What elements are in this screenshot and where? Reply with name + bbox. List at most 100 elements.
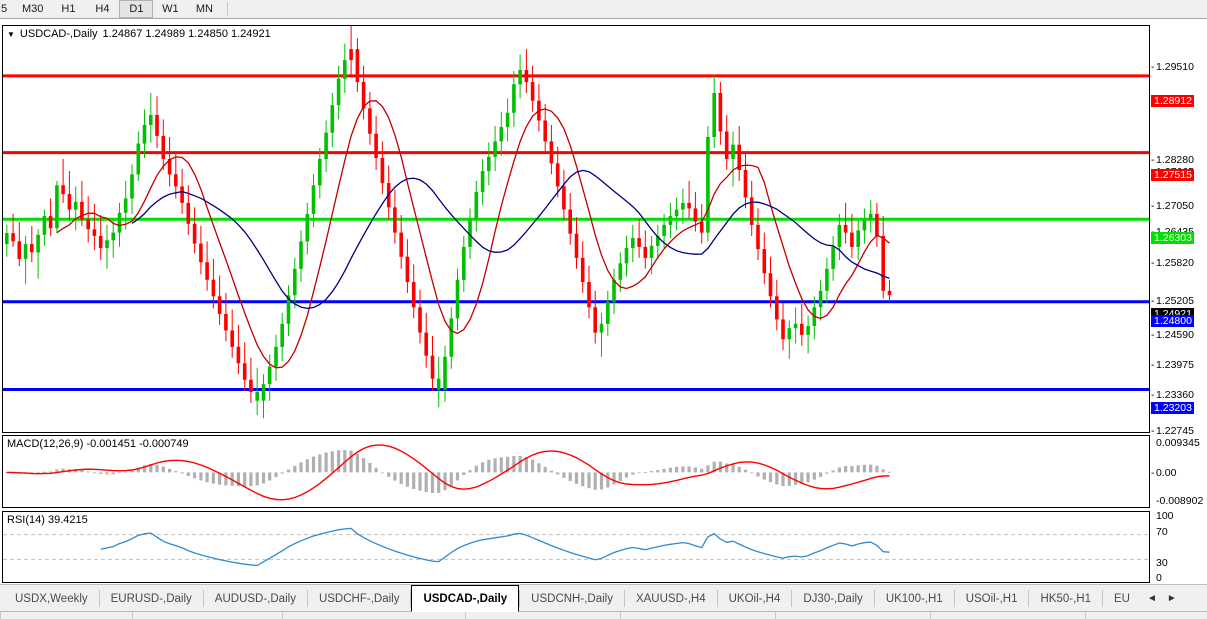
price-tick: -1.25205 <box>1151 296 1194 307</box>
price-level-tag[interactable]: 1.26303 <box>1151 232 1194 244</box>
chart-area: ▼ USDCAD-,Daily 1.24867 1.24989 1.24850 … <box>0 20 1207 602</box>
tabbar-tick <box>0 612 1 619</box>
macd-tick-value: 0.009345 <box>1156 437 1200 449</box>
chart-tab[interactable]: EURUSD-,Daily <box>110 592 192 605</box>
timeframe-label: MN <box>195 3 213 15</box>
timeframe-toolbar: 5 M30 H1 H4 D1 W1 MN <box>0 0 1207 19</box>
rsi-tick-value: 30 <box>1156 557 1168 569</box>
timeframe-button-w1[interactable]: W1 <box>153 0 187 18</box>
tab-separator <box>1101 590 1103 607</box>
timeframe-button-m30[interactable]: M30 <box>14 0 51 18</box>
timeframe-label: H4 <box>95 3 110 15</box>
timeframe-button-d1[interactable]: D1 <box>119 0 154 18</box>
tabbar-underline <box>0 611 1207 612</box>
rsi-tick-value: 0 <box>1156 572 1162 584</box>
chart-tab[interactable]: USDCHF-,Daily <box>318 592 400 605</box>
scroll-right-icon[interactable]: ► <box>1166 593 1177 604</box>
tick-dash-icon: - <box>1151 425 1155 437</box>
price-tick-value: 1.29510 <box>1156 61 1194 73</box>
tab-separator <box>953 590 955 607</box>
scroll-left-icon[interactable]: ◄ <box>1146 593 1157 604</box>
macd-tick: 0.009345 <box>1151 438 1200 449</box>
tabbar-tick <box>282 612 283 619</box>
tick-dash-icon: - <box>1151 329 1155 341</box>
rsi-tick: 0 <box>1151 573 1162 584</box>
price-level-tag[interactable]: 1.23203 <box>1151 402 1194 414</box>
price-scale-axis[interactable]: -1.29510-1.28280-1.27665-1.27050-1.26435… <box>1151 25 1207 437</box>
chart-tab[interactable]: USOil-,H1 <box>965 592 1018 605</box>
timeframe-button-h4[interactable]: H4 <box>85 0 119 18</box>
chart-tab[interactable]: UKOil-,H4 <box>728 592 781 605</box>
chevron-down-icon[interactable]: ▼ <box>7 30 15 39</box>
price-chart-pane[interactable]: ▼ USDCAD-,Daily 1.24867 1.24989 1.24850 … <box>2 25 1150 433</box>
price-tick: -1.22745 <box>1151 426 1194 437</box>
price-tick-value: 1.24590 <box>1156 329 1194 341</box>
price-level-tag[interactable]: 1.24800 <box>1151 315 1194 327</box>
tick-dash-icon: - <box>1151 295 1155 307</box>
symbol-ohlc-header: ▼ USDCAD-,Daily 1.24867 1.24989 1.24850 … <box>7 28 271 40</box>
price-tick: -1.24590 <box>1151 330 1194 341</box>
rsi-tick-value: 70 <box>1156 526 1168 538</box>
macd-plot <box>5 444 892 501</box>
tick-dash-icon: - <box>1151 467 1155 479</box>
macd-tick: -0.008902 <box>1151 496 1203 507</box>
timeframe-label: W1 <box>162 3 179 15</box>
price-tick: -1.29510 <box>1151 62 1194 73</box>
chart-tab[interactable]: UK100-,H1 <box>885 592 943 605</box>
price-tick-value: 1.23975 <box>1156 359 1194 371</box>
tab-separator <box>98 590 100 607</box>
tab-separator <box>623 590 625 607</box>
rsi-tick-value: 100 <box>1156 510 1174 522</box>
symbol-ohlc-values: 1.24867 1.24989 1.24850 1.24921 <box>102 28 271 40</box>
tab-separator <box>202 590 204 607</box>
timeframe-label: D1 <box>129 3 144 15</box>
chart-tab[interactable]: USDX,Weekly <box>15 592 88 605</box>
tab-separator <box>791 590 793 607</box>
price-tick-value: 1.28280 <box>1156 154 1194 166</box>
price-tick: -1.23360 <box>1151 390 1194 401</box>
price-level-tag[interactable]: 1.27515 <box>1151 169 1194 181</box>
timeframe-button-mn[interactable]: MN <box>187 0 221 18</box>
rsi-indicator-pane[interactable]: RSI(14) 39.4215 <box>2 511 1150 583</box>
price-tick-value: 1.27050 <box>1156 200 1194 212</box>
tick-dash-icon: - <box>1151 154 1155 166</box>
tab-scroll-controls: ◄ ► <box>1141 585 1183 612</box>
chart-tab[interactable]: AUDUSD-,Daily <box>214 592 296 605</box>
macd-label: MACD(12,26,9) -0.001451 -0.000749 <box>7 438 189 450</box>
timeframe-button-h1[interactable]: H1 <box>51 0 85 18</box>
timeframe-label: H1 <box>61 3 76 15</box>
price-tick: -1.27050 <box>1151 201 1194 212</box>
chart-tab-active[interactable]: USDCAD-,Daily <box>411 585 520 612</box>
price-candlestick-plot <box>3 26 1149 419</box>
chart-tabbar: USDX,Weekly EURUSD-,Daily AUDUSD-,Daily USD… <box>0 584 1207 619</box>
chart-tab[interactable]: DJ30-,Daily <box>803 592 863 605</box>
price-tick-value: 1.25205 <box>1156 295 1194 307</box>
chart-tab[interactable]: USDCNH-,Daily <box>531 592 613 605</box>
price-tick-value: 1.25820 <box>1156 257 1194 269</box>
tick-dash-icon: - <box>1151 257 1155 269</box>
timeframe-button-m5[interactable]: 5 <box>0 0 14 18</box>
timeframe-label: 5 <box>1 3 8 15</box>
rsi-tick: 100 <box>1151 511 1174 522</box>
symbol-title: USDCAD-,Daily <box>19 28 98 40</box>
chart-tab[interactable]: EU <box>1113 592 1130 605</box>
macd-tick-value: 0.00 <box>1156 467 1177 479</box>
tick-dash-icon: - <box>1151 200 1155 212</box>
price-level-tag[interactable]: 1.28912 <box>1151 95 1194 107</box>
tabbar-tick <box>930 612 931 619</box>
tabbar-tick <box>1085 612 1086 619</box>
tabbar-tick <box>132 612 133 619</box>
tab-separator <box>1028 590 1030 607</box>
rsi-plot <box>3 527 1149 567</box>
tabbar-tick <box>620 612 621 619</box>
macd-indicator-pane[interactable]: MACD(12,26,9) -0.001451 -0.000749 <box>2 435 1150 508</box>
rsi-tick: 70 <box>1151 527 1168 538</box>
tick-dash-icon: - <box>1151 359 1155 371</box>
tab-separator <box>873 590 875 607</box>
tab-separator <box>716 590 718 607</box>
chart-tab[interactable]: HK50-,H1 <box>1040 592 1091 605</box>
chart-tab[interactable]: XAUUSD-,H4 <box>635 592 706 605</box>
tab-separator <box>306 590 308 607</box>
tabbar-tick <box>465 612 466 619</box>
